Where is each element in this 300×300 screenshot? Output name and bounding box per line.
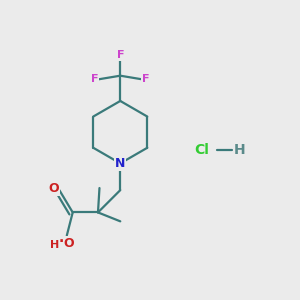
Text: Cl: Cl xyxy=(195,143,209,157)
Text: F: F xyxy=(142,74,150,84)
Text: F: F xyxy=(116,50,124,61)
Text: H: H xyxy=(233,143,245,157)
Text: H: H xyxy=(50,240,59,250)
Text: O: O xyxy=(49,182,59,195)
Text: ·: · xyxy=(59,236,64,249)
Text: N: N xyxy=(115,157,125,170)
Text: F: F xyxy=(91,74,98,84)
Text: O: O xyxy=(63,237,74,250)
